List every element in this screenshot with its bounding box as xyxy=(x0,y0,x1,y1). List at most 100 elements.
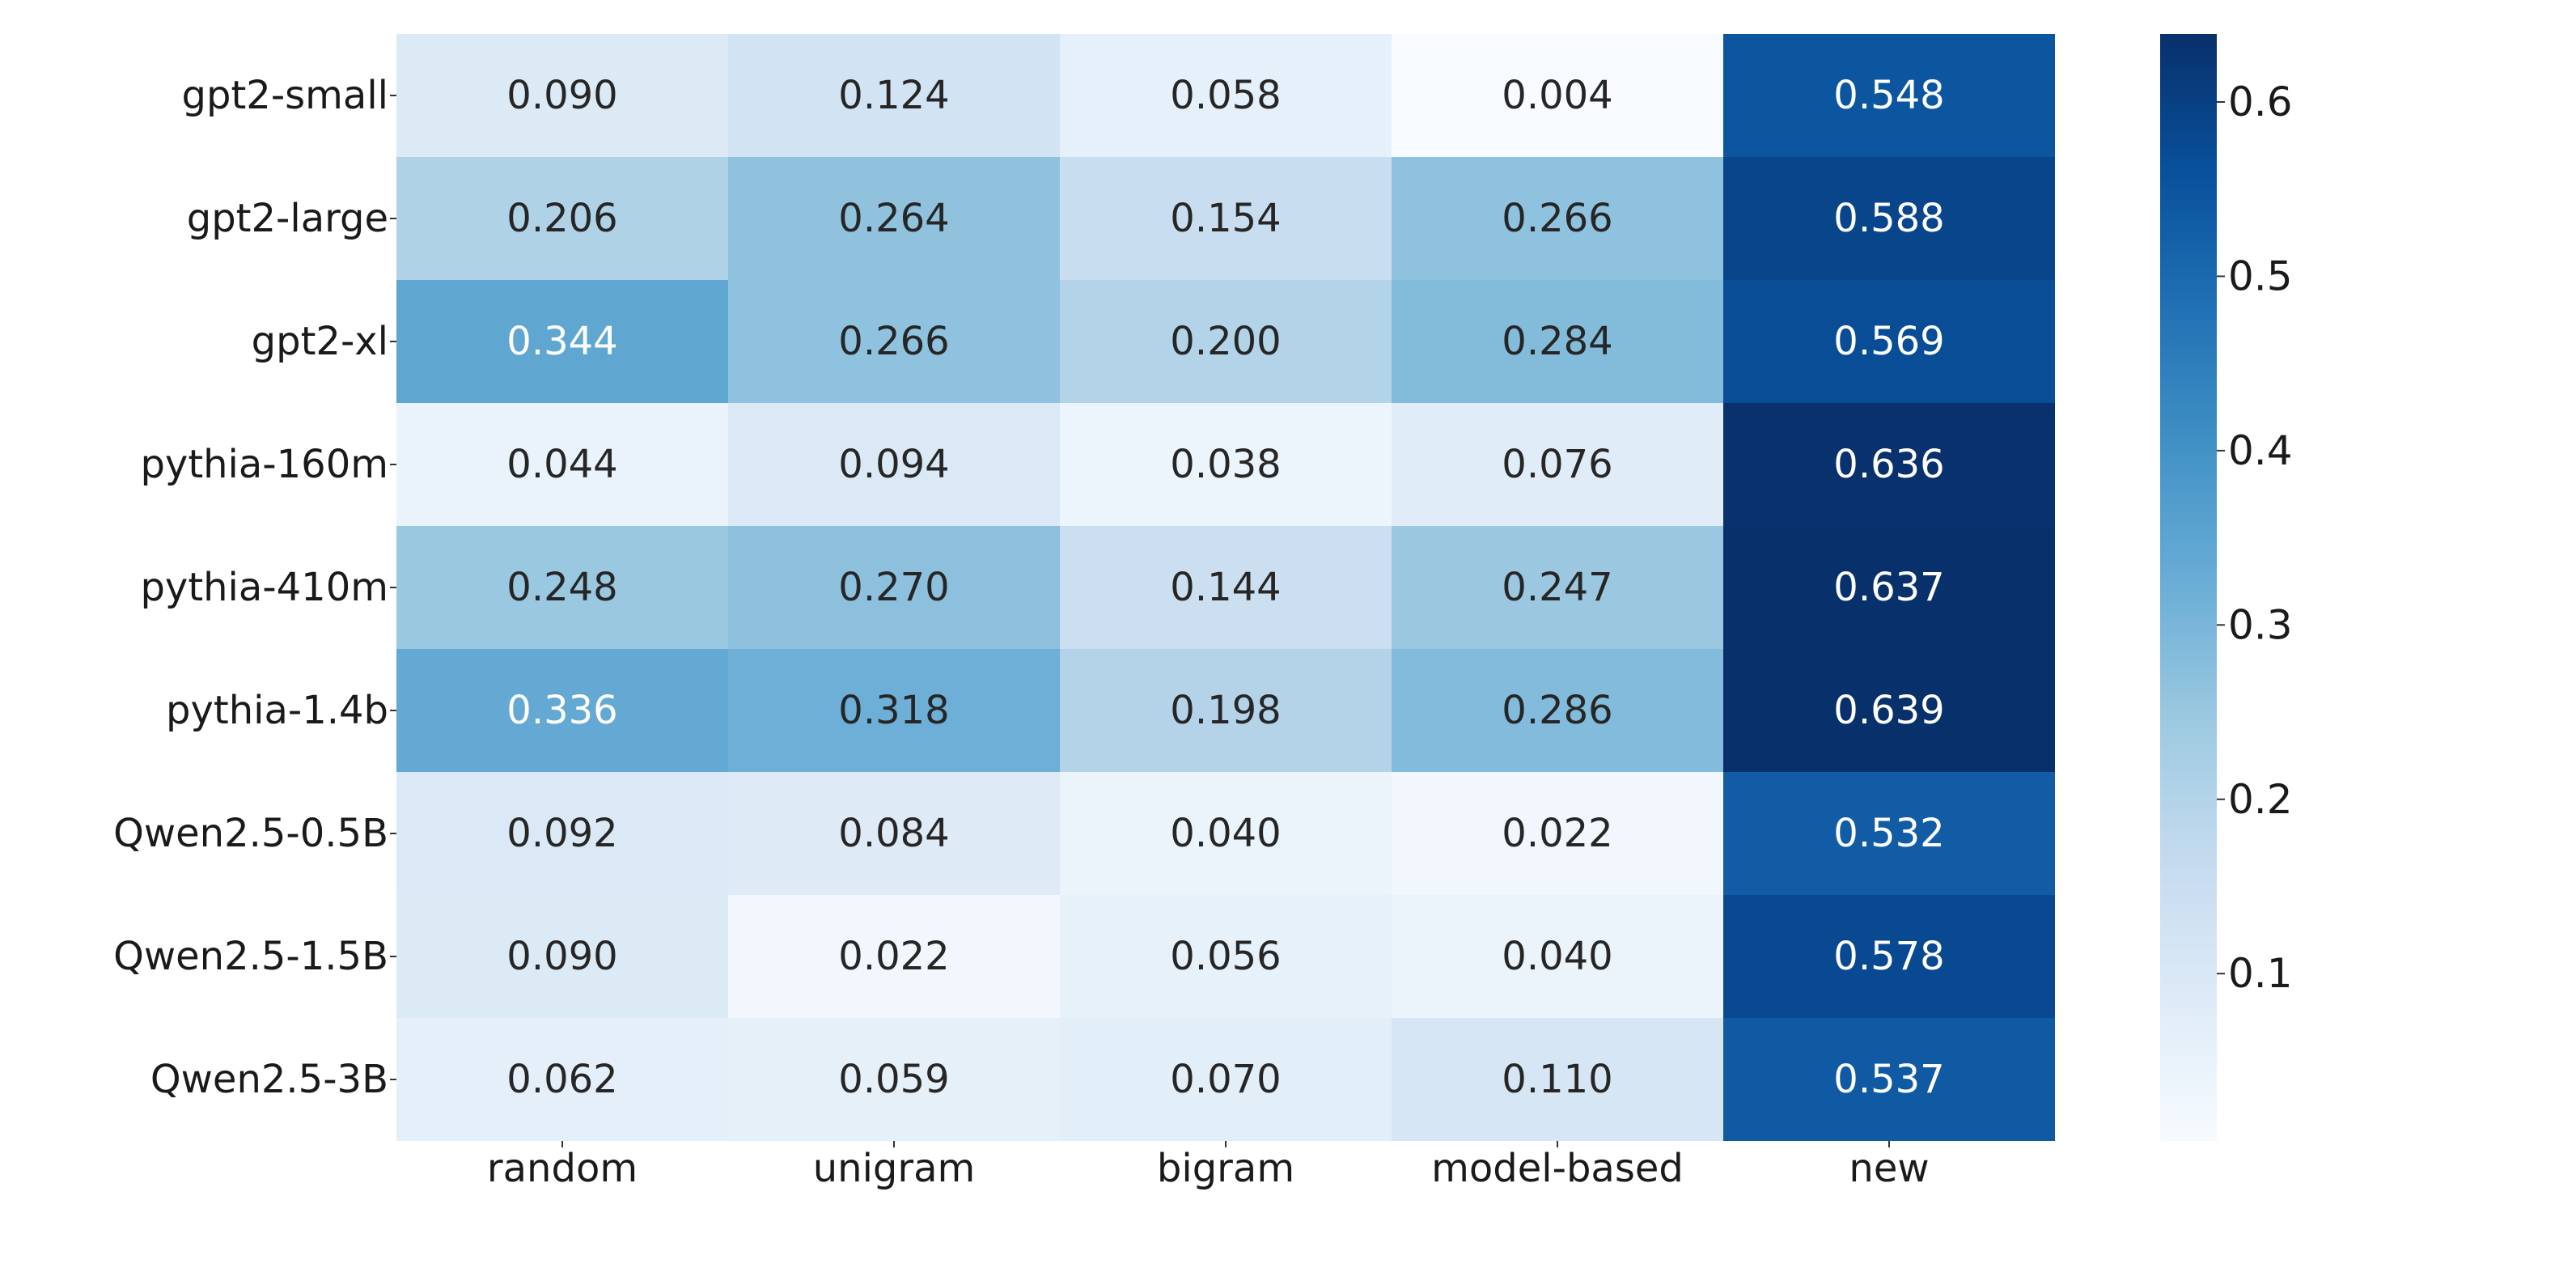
cell-value-label: 0.578 xyxy=(1833,934,1944,979)
heatmap-cell-gpt2-xl-random xyxy=(396,280,728,403)
cell-value-label: 0.200 xyxy=(1170,319,1281,364)
heatmap-cell-Qwen2.5-3B-bigram xyxy=(1060,1018,1392,1141)
cell-value-label: 0.040 xyxy=(1502,934,1612,979)
heatmap-cell-Qwen2.5-1.5B-unigram xyxy=(728,895,1060,1018)
cell-value-label: 0.588 xyxy=(1833,196,1944,241)
colorbar-tick-label: 0.4 xyxy=(2228,427,2293,474)
row-label-pythia-160m: pythia-160m xyxy=(140,442,388,487)
heatmap-cell-pythia-410m-bigram xyxy=(1060,526,1392,649)
cell-value-label: 0.270 xyxy=(838,565,949,610)
column-label-new: new xyxy=(1849,1146,1929,1191)
cell-value-label: 0.248 xyxy=(506,565,617,610)
heatmap-cell-pythia-410m-model-based xyxy=(1392,526,1723,649)
cell-value-label: 0.548 xyxy=(1833,73,1944,118)
heatmap-cell-pythia-1.4b-new xyxy=(1723,649,2055,772)
colorbar: 0.1 0.2 0.3 0.4 0.5 0.6 xyxy=(2160,34,2293,1141)
heatmap-cell-Qwen2.5-0.5B-random xyxy=(396,772,728,895)
heatmap-cell-pythia-410m-random xyxy=(396,526,728,649)
heatmap-cell-pythia-410m-new xyxy=(1723,526,2055,649)
heatmap-cell-pythia-1.4b-random xyxy=(396,649,728,772)
cell-value-label: 0.110 xyxy=(1502,1057,1612,1102)
heatmap-cell-gpt2-xl-unigram xyxy=(728,280,1060,403)
heatmap-cell-Qwen2.5-1.5B-bigram xyxy=(1060,895,1392,1018)
row-label-Qwen2.5-3B: Qwen2.5-3B xyxy=(150,1057,388,1102)
cell-value-label: 0.636 xyxy=(1833,442,1944,487)
heatmap-cell-Qwen2.5-0.5B-unigram xyxy=(728,772,1060,895)
heatmap-cell-Qwen2.5-3B-random xyxy=(396,1018,728,1141)
cell-value-label: 0.124 xyxy=(838,73,949,118)
cell-value-label: 0.286 xyxy=(1502,688,1612,733)
colorbar-gradient xyxy=(2160,34,2217,1141)
cell-value-label: 0.090 xyxy=(506,934,617,979)
heatmap-cell-Qwen2.5-3B-model-based xyxy=(1392,1018,1723,1141)
column-label-model-based: model-based xyxy=(1431,1146,1684,1191)
heatmap-cell-gpt2-small-unigram xyxy=(728,34,1060,157)
cell-value-label: 0.022 xyxy=(1502,811,1612,856)
row-label-gpt2-xl: gpt2-xl xyxy=(252,319,388,364)
cell-value-label: 0.532 xyxy=(1833,811,1944,856)
row-label-gpt2-large: gpt2-large xyxy=(187,196,388,241)
cell-value-label: 0.022 xyxy=(838,934,949,979)
row-label-gpt2-small: gpt2-small xyxy=(182,73,388,118)
column-label-bigram: bigram xyxy=(1157,1146,1294,1191)
cell-value-label: 0.569 xyxy=(1833,319,1944,364)
colorbar-tick-label: 0.5 xyxy=(2228,252,2293,299)
colorbar-tick-label: 0.1 xyxy=(2228,950,2293,997)
cell-value-label: 0.639 xyxy=(1833,688,1944,733)
heatmap-cell-gpt2-large-bigram xyxy=(1060,157,1392,280)
heatmap-cell-Qwen2.5-3B-new xyxy=(1723,1018,2055,1141)
heatmap-cell-gpt2-large-random xyxy=(396,157,728,280)
heatmap-cell-gpt2-large-unigram xyxy=(728,157,1060,280)
column-label-unigram: unigram xyxy=(813,1146,976,1191)
column-label-random: random xyxy=(487,1146,638,1191)
heatmap-cell-pythia-1.4b-unigram xyxy=(728,649,1060,772)
row-label-Qwen2.5-0.5B: Qwen2.5-0.5B xyxy=(113,811,388,856)
colorbar-tick-label: 0.2 xyxy=(2228,776,2293,823)
heatmap-cell-pythia-1.4b-bigram xyxy=(1060,649,1392,772)
row-label-pythia-1.4b: pythia-1.4b xyxy=(166,688,388,733)
row-labels: gpt2-small gpt2-large gpt2-xl pythia-160m py… xyxy=(113,73,396,1102)
cell-value-label: 0.004 xyxy=(1502,73,1612,118)
cell-value-label: 0.070 xyxy=(1170,1057,1281,1102)
cell-value-label: 0.076 xyxy=(1502,442,1612,487)
heatmap-cell-pythia-1.4b-model-based xyxy=(1392,649,1723,772)
heatmap-cell-gpt2-xl-new xyxy=(1723,280,2055,403)
heatmap-cell-Qwen2.5-1.5B-model-based xyxy=(1392,895,1723,1018)
cell-value-label: 0.059 xyxy=(838,1057,949,1102)
cell-value-label: 0.090 xyxy=(506,73,617,118)
heatmap-cell-Qwen2.5-0.5B-model-based xyxy=(1392,772,1723,895)
cell-value-label: 0.044 xyxy=(506,442,617,487)
cell-value-label: 0.084 xyxy=(838,811,949,856)
row-label-Qwen2.5-1.5B: Qwen2.5-1.5B xyxy=(113,934,388,979)
cell-value-label: 0.062 xyxy=(506,1057,617,1102)
cell-value-label: 0.637 xyxy=(1833,565,1944,610)
colorbar-tick-label: 0.3 xyxy=(2228,601,2293,648)
heatmap-cell-Qwen2.5-1.5B-new xyxy=(1723,895,2055,1018)
cell-value-label: 0.056 xyxy=(1170,934,1281,979)
heatmap-cell-gpt2-large-model-based xyxy=(1392,157,1723,280)
heatmap-cell-Qwen2.5-1.5B-random xyxy=(396,895,728,1018)
column-labels: random unigram bigram model-based new xyxy=(487,1141,1930,1191)
cell-value-label: 0.247 xyxy=(1502,565,1612,610)
cell-value-label: 0.318 xyxy=(838,688,949,733)
row-label-pythia-410m: pythia-410m xyxy=(140,565,388,610)
cell-value-label: 0.206 xyxy=(506,196,617,241)
cell-value-label: 0.058 xyxy=(1170,73,1281,118)
cell-value-label: 0.266 xyxy=(838,319,949,364)
colorbar-tick-label: 0.6 xyxy=(2228,78,2293,125)
heatmap-cell-gpt2-small-random xyxy=(396,34,728,157)
cell-value-label: 0.284 xyxy=(1502,319,1612,364)
cell-value-label: 0.040 xyxy=(1170,811,1281,856)
heatmap-cell-pythia-160m-random xyxy=(396,403,728,526)
heatmap-cell-Qwen2.5-0.5B-new xyxy=(1723,772,2055,895)
heatmap-cell-gpt2-xl-model-based xyxy=(1392,280,1723,403)
cell-value-label: 0.344 xyxy=(506,319,617,364)
cell-value-label: 0.144 xyxy=(1170,565,1281,610)
cell-value-label: 0.537 xyxy=(1833,1057,1944,1102)
heatmap-cell-gpt2-large-new xyxy=(1723,157,2055,280)
cell-value-label: 0.038 xyxy=(1170,442,1281,487)
cell-value-label: 0.094 xyxy=(838,442,949,487)
cell-value-label: 0.092 xyxy=(506,811,617,856)
heatmap-cell-Qwen2.5-0.5B-bigram xyxy=(1060,772,1392,895)
